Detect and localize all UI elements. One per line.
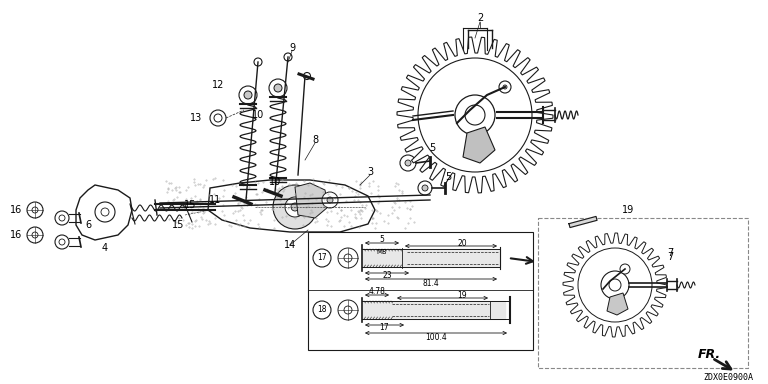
Text: 10: 10 xyxy=(252,110,264,120)
Text: 19: 19 xyxy=(457,291,467,300)
Circle shape xyxy=(95,202,115,222)
Text: FR.: FR. xyxy=(698,349,721,361)
Circle shape xyxy=(245,193,251,199)
Text: 8: 8 xyxy=(312,135,318,145)
Text: 17: 17 xyxy=(317,253,327,263)
Circle shape xyxy=(418,58,532,172)
Circle shape xyxy=(327,197,333,203)
Circle shape xyxy=(32,207,38,213)
Text: M8: M8 xyxy=(377,249,387,255)
Polygon shape xyxy=(463,127,495,163)
Polygon shape xyxy=(563,233,667,337)
Polygon shape xyxy=(295,183,328,218)
Circle shape xyxy=(214,114,222,122)
Circle shape xyxy=(239,86,257,104)
Text: 5: 5 xyxy=(429,143,435,153)
Bar xyxy=(308,232,533,350)
Circle shape xyxy=(59,239,65,245)
Circle shape xyxy=(275,185,281,191)
Polygon shape xyxy=(362,249,402,267)
Text: 10: 10 xyxy=(269,177,281,187)
Circle shape xyxy=(400,155,416,171)
Circle shape xyxy=(274,84,282,92)
Text: 20: 20 xyxy=(457,238,467,248)
Text: 16: 16 xyxy=(10,230,22,240)
Text: 15: 15 xyxy=(172,220,184,230)
Text: 23: 23 xyxy=(382,271,392,280)
Text: 18: 18 xyxy=(317,306,326,314)
Circle shape xyxy=(503,85,507,89)
Text: 5: 5 xyxy=(445,172,451,182)
Text: 81.4: 81.4 xyxy=(422,278,439,288)
Polygon shape xyxy=(76,185,132,240)
Polygon shape xyxy=(397,37,553,193)
Circle shape xyxy=(291,203,299,211)
Polygon shape xyxy=(607,293,628,315)
Text: 7: 7 xyxy=(667,248,673,258)
Bar xyxy=(538,218,748,368)
Text: 12: 12 xyxy=(212,80,224,90)
Text: 3: 3 xyxy=(367,167,373,177)
Circle shape xyxy=(240,188,256,204)
Circle shape xyxy=(32,232,38,238)
Circle shape xyxy=(418,181,432,195)
Circle shape xyxy=(210,110,226,126)
Circle shape xyxy=(254,58,262,66)
Text: 9: 9 xyxy=(289,43,295,53)
Polygon shape xyxy=(208,180,375,232)
Circle shape xyxy=(55,211,69,225)
Circle shape xyxy=(344,306,352,314)
Circle shape xyxy=(609,279,621,291)
Circle shape xyxy=(601,271,629,299)
Text: 17: 17 xyxy=(379,323,389,333)
Circle shape xyxy=(313,249,331,267)
Text: 16: 16 xyxy=(10,205,22,215)
Text: 100.4: 100.4 xyxy=(425,333,448,341)
Text: 7: 7 xyxy=(667,252,673,262)
Circle shape xyxy=(269,79,287,97)
Text: 11: 11 xyxy=(209,195,221,205)
Circle shape xyxy=(344,254,352,262)
Circle shape xyxy=(273,185,317,229)
Circle shape xyxy=(455,95,495,135)
Text: 14: 14 xyxy=(284,240,296,250)
Text: ZDX0E0900A: ZDX0E0900A xyxy=(703,374,753,382)
Circle shape xyxy=(284,53,292,61)
Circle shape xyxy=(27,227,43,243)
Circle shape xyxy=(313,301,331,319)
Circle shape xyxy=(270,180,286,196)
Circle shape xyxy=(499,81,511,93)
Circle shape xyxy=(578,248,652,322)
Circle shape xyxy=(620,264,630,274)
Circle shape xyxy=(27,202,43,218)
Circle shape xyxy=(101,208,109,216)
Circle shape xyxy=(244,91,252,99)
Circle shape xyxy=(338,300,358,320)
Text: 15: 15 xyxy=(184,200,196,210)
Text: 19: 19 xyxy=(622,205,634,215)
Circle shape xyxy=(465,105,485,125)
Text: 2: 2 xyxy=(477,13,483,23)
Polygon shape xyxy=(362,301,505,319)
Circle shape xyxy=(405,160,411,166)
Circle shape xyxy=(59,215,65,221)
Circle shape xyxy=(338,248,358,268)
Circle shape xyxy=(322,192,338,208)
Text: 4: 4 xyxy=(102,243,108,253)
Polygon shape xyxy=(569,217,597,228)
Circle shape xyxy=(285,197,305,217)
Text: 4.78: 4.78 xyxy=(369,288,386,296)
Circle shape xyxy=(303,73,310,79)
Circle shape xyxy=(422,185,428,191)
Circle shape xyxy=(55,235,69,249)
Text: 6: 6 xyxy=(85,220,91,230)
Text: 5: 5 xyxy=(379,235,385,245)
Text: 13: 13 xyxy=(190,113,202,123)
Polygon shape xyxy=(402,249,500,267)
